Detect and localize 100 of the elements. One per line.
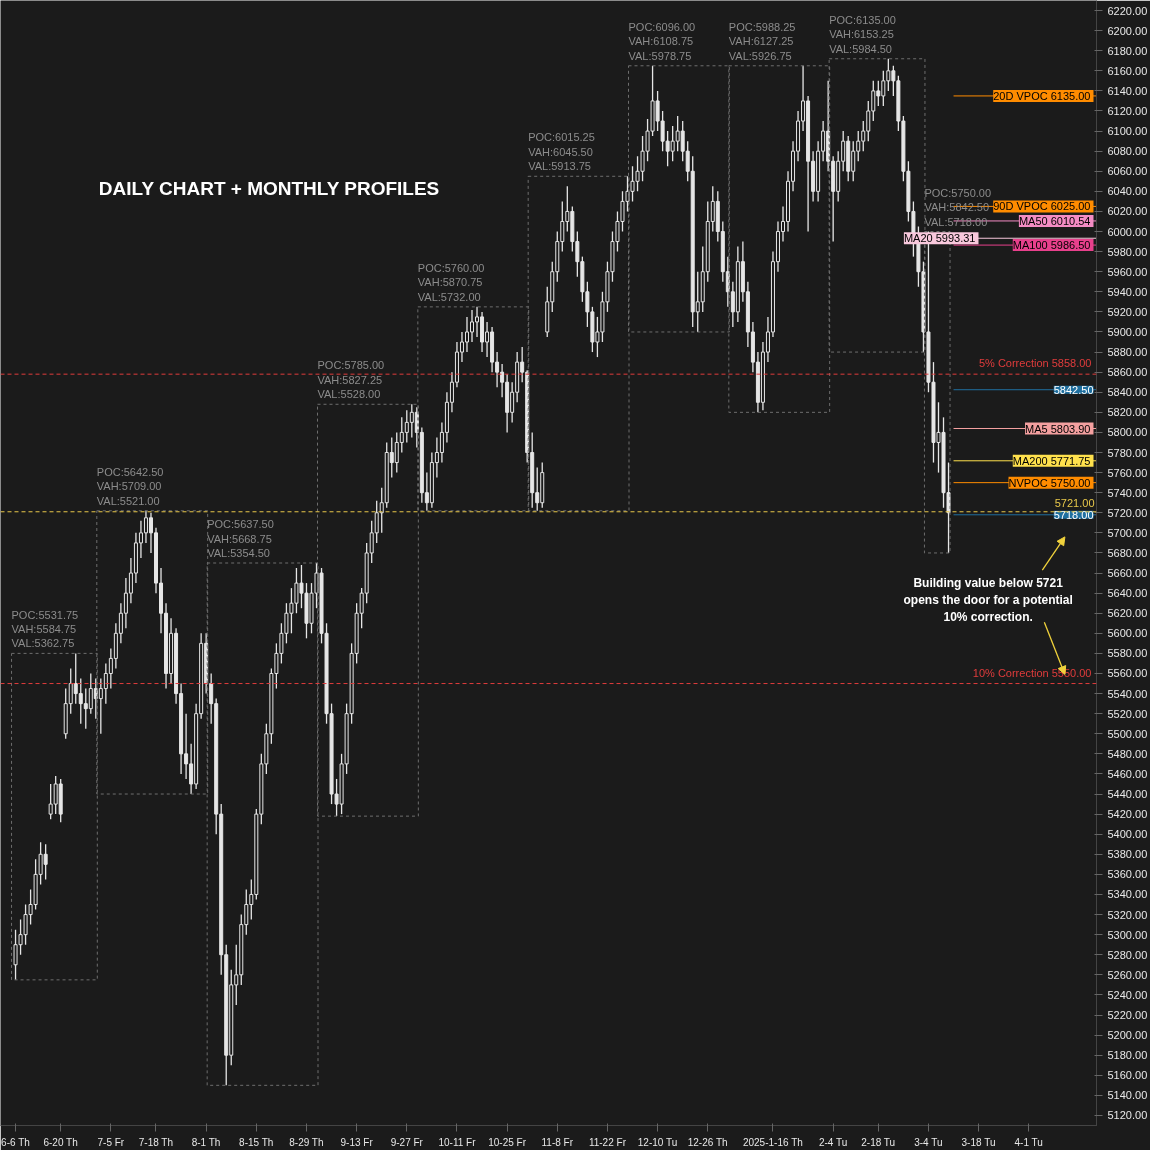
y-tick-label: 6200.00	[1107, 24, 1148, 37]
y-tick-label: 6060.00	[1107, 165, 1148, 178]
x-tick-label: 3-18 Tu	[961, 1136, 996, 1148]
annotation: POC:5760.00 VAH:5870.75 VAL:5732.00	[417, 262, 485, 303]
annotation: POC:5988.25 VAH:6127.25 VAL:5926.75	[728, 20, 796, 62]
y-tick-label: 6000.00	[1107, 225, 1148, 238]
ref-line-label: 5842.50	[1053, 383, 1094, 396]
y-tick-label: 6040.00	[1107, 185, 1148, 198]
y-tick-label: 5460.00	[1107, 767, 1148, 780]
y-tick-label: 5860.00	[1107, 366, 1148, 379]
x-tick-label: 9-27 Fr	[390, 1136, 424, 1148]
y-tick-label: 5540.00	[1107, 687, 1148, 700]
annotation: POC:6135.00 VAH:6153.25 VAL:5984.50	[829, 13, 896, 55]
y-tick-label: 5160.00	[1107, 1069, 1148, 1082]
y-tick-label: 5280.00	[1107, 948, 1148, 961]
y-tick-label: 5560.00	[1107, 667, 1148, 680]
x-tick-label: 4-1 Tu	[1014, 1136, 1043, 1148]
annotation: Building value below 5721 opens the door for a potential 10% correction.	[903, 576, 1073, 624]
y-tick-label: 5920.00	[1107, 305, 1148, 318]
annotation: POC:5642.50 VAH:5709.00 VAL:5521.00	[96, 465, 164, 507]
y-tick-label: 6220.00	[1107, 4, 1148, 17]
ref-line-label: 5% Correction 5858.00	[978, 357, 1092, 370]
y-tick-label: 5820.00	[1107, 406, 1148, 419]
ref-line-label: MA20 5993.31	[903, 232, 976, 245]
annotation: POC:5785.00 VAH:5827.25 VAL:5528.00	[317, 359, 385, 401]
x-tick-label: 8-15 Th	[239, 1136, 274, 1148]
x-tick-label: 6-20 Th	[43, 1136, 78, 1148]
x-tick-label: 8-29 Th	[289, 1136, 324, 1148]
x-tick-label: 10-11 Fr	[438, 1136, 477, 1148]
x-tick-label: 11-8 Fr	[541, 1136, 574, 1148]
x-tick-label: 6-6 Th	[1, 1136, 30, 1148]
y-tick-label: 6160.00	[1107, 64, 1148, 77]
y-tick-label: 5180.00	[1107, 1049, 1148, 1062]
x-tick-label: 2-18 Tu	[861, 1136, 896, 1148]
x-tick-label: 11-22 Fr	[588, 1136, 627, 1148]
y-tick-label: 5220.00	[1107, 1009, 1148, 1022]
y-tick-label: 6100.00	[1107, 125, 1148, 138]
y-tick-label: 5140.00	[1107, 1089, 1148, 1102]
y-tick-label: 5200.00	[1107, 1029, 1148, 1042]
ref-line-label: MA200 5771.75	[1012, 454, 1091, 467]
y-tick-label: 5840.00	[1107, 386, 1148, 399]
y-tick-label: 5360.00	[1107, 868, 1148, 881]
y-tick-label: 5600.00	[1107, 627, 1148, 640]
x-tick-label: 2025-1-16 Th	[742, 1136, 803, 1148]
annotation: POC:6096.00 VAH:6108.75 VAL:5978.75	[628, 20, 696, 62]
ref-line-label: MA50 6010.54	[1018, 214, 1091, 227]
y-tick-label: 5780.00	[1107, 446, 1148, 459]
y-tick-label: 5620.00	[1107, 607, 1148, 620]
ref-line-label: 20D VPOC 6135.00	[993, 89, 1091, 102]
x-tick-label: 3-4 Tu	[914, 1136, 943, 1148]
y-tick-label: 5240.00	[1107, 988, 1148, 1001]
y-tick-label: 6020.00	[1107, 205, 1148, 218]
y-tick-label: 5520.00	[1107, 707, 1148, 720]
y-tick-label: 5580.00	[1107, 647, 1148, 660]
x-tick-label: 10-25 Fr	[488, 1136, 527, 1148]
y-tick-label: 5960.00	[1107, 265, 1148, 278]
y-tick-label: 5640.00	[1107, 587, 1148, 600]
y-tick-label: 5980.00	[1107, 245, 1148, 258]
annotation: POC:6015.25 VAH:6045.50 VAL:5913.75	[528, 131, 595, 173]
ref-line-label: MA5 5803.90	[1025, 422, 1091, 435]
ref-line-label: 10% Correction 5550.00	[972, 666, 1092, 679]
ref-line-label: NVPOC 5750.00	[1008, 476, 1091, 489]
ref-line-label: 5718.00	[1053, 508, 1094, 521]
y-tick-label: 5120.00	[1107, 1109, 1148, 1122]
y-tick-label: 5880.00	[1107, 346, 1148, 359]
y-tick-label: 5680.00	[1107, 546, 1148, 559]
y-tick-label: 5760.00	[1107, 466, 1148, 479]
y-tick-label: 5440.00	[1107, 788, 1148, 801]
y-tick-label: 5800.00	[1107, 426, 1148, 439]
y-tick-label: 5320.00	[1107, 908, 1148, 921]
x-tick-label: 8-1 Th	[191, 1136, 221, 1148]
ref-line-label: MA100 5986.50	[1012, 239, 1091, 252]
x-tick-label: 12-10 Tu	[637, 1136, 678, 1148]
y-tick-label: 5340.00	[1107, 888, 1148, 901]
x-tick-label: 9-13 Fr	[340, 1136, 374, 1148]
x-tick-label: 2-4 Tu	[818, 1136, 848, 1148]
y-tick-label: 5500.00	[1107, 727, 1148, 740]
y-tick-label: 5660.00	[1107, 567, 1148, 580]
y-tick-label: 5940.00	[1107, 285, 1148, 298]
y-tick-label: 6120.00	[1107, 104, 1148, 117]
x-tick-label: 7-18 Th	[138, 1136, 174, 1148]
y-tick-label: 5740.00	[1107, 486, 1148, 499]
annotation: POC:5750.00 VAH:5842.50 VAL:5718.00	[924, 186, 992, 228]
text: DAILY CHART + MONTHLY PROFILES	[98, 177, 440, 199]
y-tick-label: 6080.00	[1107, 145, 1148, 158]
x-tick-label: 7-5 Fr	[97, 1136, 125, 1148]
ref-line-label: 5721.00	[1054, 496, 1095, 509]
annotation: POC:5637.50 VAH:5668.75 VAL:5354.50	[207, 518, 274, 559]
annotation: POC:5531.75 VAH:5584.75 VAL:5362.75	[11, 608, 79, 650]
y-tick-label: 5720.00	[1107, 506, 1148, 519]
y-tick-label: 5260.00	[1107, 968, 1148, 981]
y-tick-label: 6180.00	[1107, 44, 1148, 57]
y-tick-label: 5900.00	[1107, 325, 1148, 338]
y-tick-label: 6140.00	[1107, 84, 1148, 97]
y-tick-label: 5400.00	[1107, 828, 1148, 841]
y-tick-label: 5480.00	[1107, 747, 1148, 760]
y-tick-label: 5700.00	[1107, 526, 1148, 539]
y-tick-label: 5420.00	[1107, 808, 1148, 821]
y-tick-label: 5300.00	[1107, 928, 1148, 941]
x-tick-label: 12-26 Th	[687, 1136, 728, 1148]
